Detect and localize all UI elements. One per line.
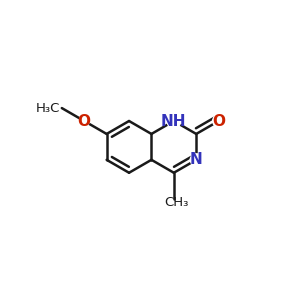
Circle shape [79,116,89,126]
Text: O: O [212,113,225,128]
Text: NH: NH [161,113,187,128]
Circle shape [167,114,181,128]
Text: CH₃: CH₃ [164,196,189,209]
Text: H₃C: H₃C [36,102,60,115]
Text: N: N [190,152,203,167]
Text: O: O [78,113,91,128]
Circle shape [213,115,225,127]
Circle shape [190,154,202,166]
